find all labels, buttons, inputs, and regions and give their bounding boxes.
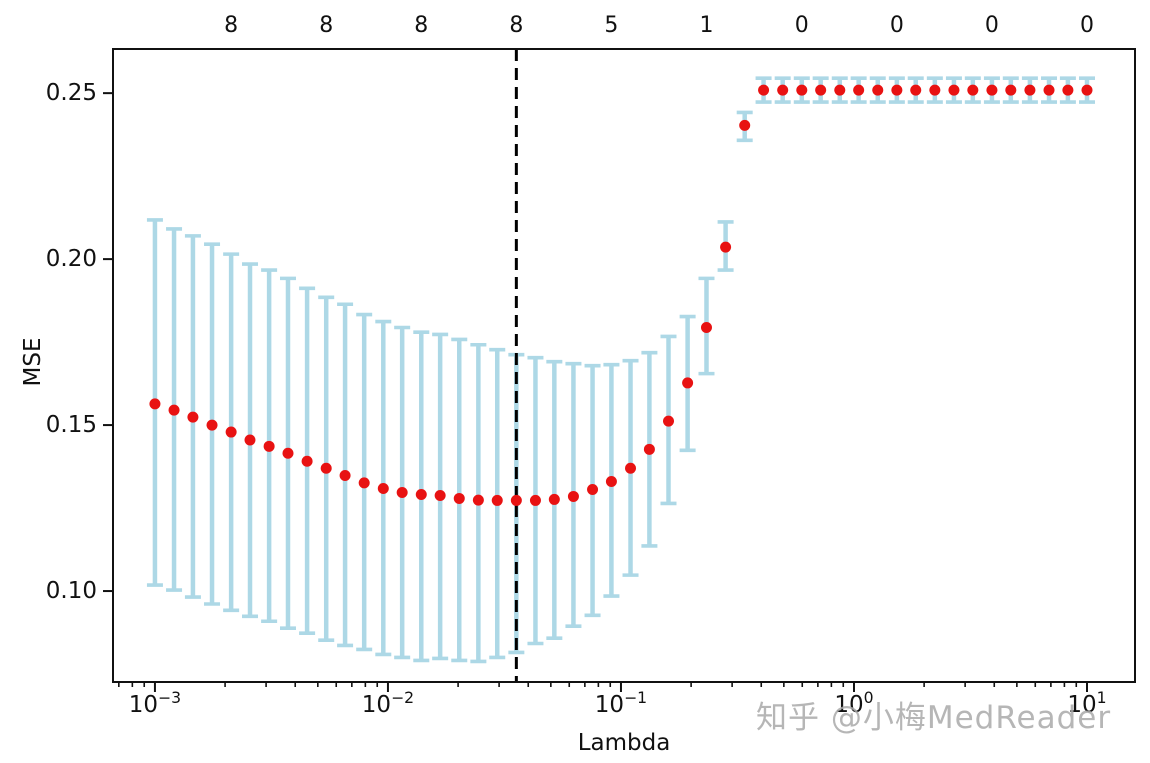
- data-point: [663, 415, 675, 427]
- data-point: [548, 493, 560, 505]
- data-point: [301, 455, 313, 467]
- data-point: [168, 404, 180, 416]
- data-point: [967, 84, 979, 96]
- data-point: [472, 494, 484, 506]
- top-coef-count-label: 8: [224, 13, 239, 38]
- data-point: [263, 440, 275, 452]
- data-point: [1043, 84, 1055, 96]
- x-tick-label: 10−3: [128, 688, 182, 718]
- data-point: [796, 84, 808, 96]
- data-point: [206, 419, 218, 431]
- data-point: [682, 377, 694, 389]
- top-coef-count-label: 8: [319, 13, 334, 38]
- data-point: [643, 443, 655, 455]
- y-tick-label: 0.15: [45, 412, 97, 439]
- data-point: [1081, 84, 1093, 96]
- data-point: [396, 486, 408, 498]
- y-axis-title: MSE: [20, 337, 46, 387]
- top-coef-count-label: 1: [699, 13, 714, 38]
- data-point: [910, 84, 922, 96]
- data-point: [244, 434, 256, 446]
- data-point: [986, 84, 998, 96]
- y-tick-label: 0.20: [45, 246, 97, 273]
- y-tick-label: 0.10: [45, 578, 97, 605]
- data-point: [415, 488, 427, 500]
- data-point: [739, 119, 751, 131]
- data-point: [377, 482, 389, 494]
- top-coef-count-label: 5: [604, 13, 619, 38]
- data-point: [358, 477, 370, 489]
- data-point: [777, 84, 789, 96]
- data-point: [187, 411, 199, 423]
- data-point: [282, 447, 294, 459]
- data-point: [605, 476, 617, 488]
- data-point: [853, 84, 865, 96]
- data-point: [815, 84, 827, 96]
- data-point: [872, 84, 884, 96]
- data-point: [320, 462, 332, 474]
- watermark: 知乎 @小梅MedReader: [756, 700, 1112, 736]
- data-point: [339, 470, 351, 482]
- data-point: [587, 483, 599, 495]
- data-point: [625, 462, 637, 474]
- data-point: [720, 241, 732, 253]
- data-point: [510, 494, 522, 506]
- top-coef-count-label: 0: [794, 13, 809, 38]
- data-point: [700, 321, 712, 333]
- top-coef-count-label: 8: [509, 13, 524, 38]
- data-point: [891, 84, 903, 96]
- data-point: [529, 494, 541, 506]
- data-point: [149, 398, 161, 410]
- data-point: [929, 84, 941, 96]
- data-point: [948, 84, 960, 96]
- top-coef-count-label: 8: [414, 13, 429, 38]
- x-tick-label: 10−2: [361, 688, 415, 718]
- data-point: [491, 494, 503, 506]
- data-point: [453, 492, 465, 504]
- data-point: [1062, 84, 1074, 96]
- top-coef-count-label: 0: [1079, 13, 1094, 38]
- x-axis-title: Lambda: [577, 730, 671, 756]
- data-point: [1024, 84, 1036, 96]
- x-tick-label: 100: [834, 688, 874, 718]
- y-tick-label: 0.25: [45, 80, 97, 107]
- axes-spines: [112, 48, 1136, 683]
- data-point: [567, 490, 579, 502]
- data-point: [834, 84, 846, 96]
- data-point: [225, 426, 237, 438]
- data-point: [1005, 84, 1017, 96]
- data-point: [434, 489, 446, 501]
- x-tick-label: 101: [1067, 688, 1107, 718]
- x-tick-label: 10−1: [594, 688, 648, 718]
- top-coef-count-label: 0: [984, 13, 999, 38]
- top-coef-count-label: 0: [889, 13, 904, 38]
- data-point: [758, 84, 770, 96]
